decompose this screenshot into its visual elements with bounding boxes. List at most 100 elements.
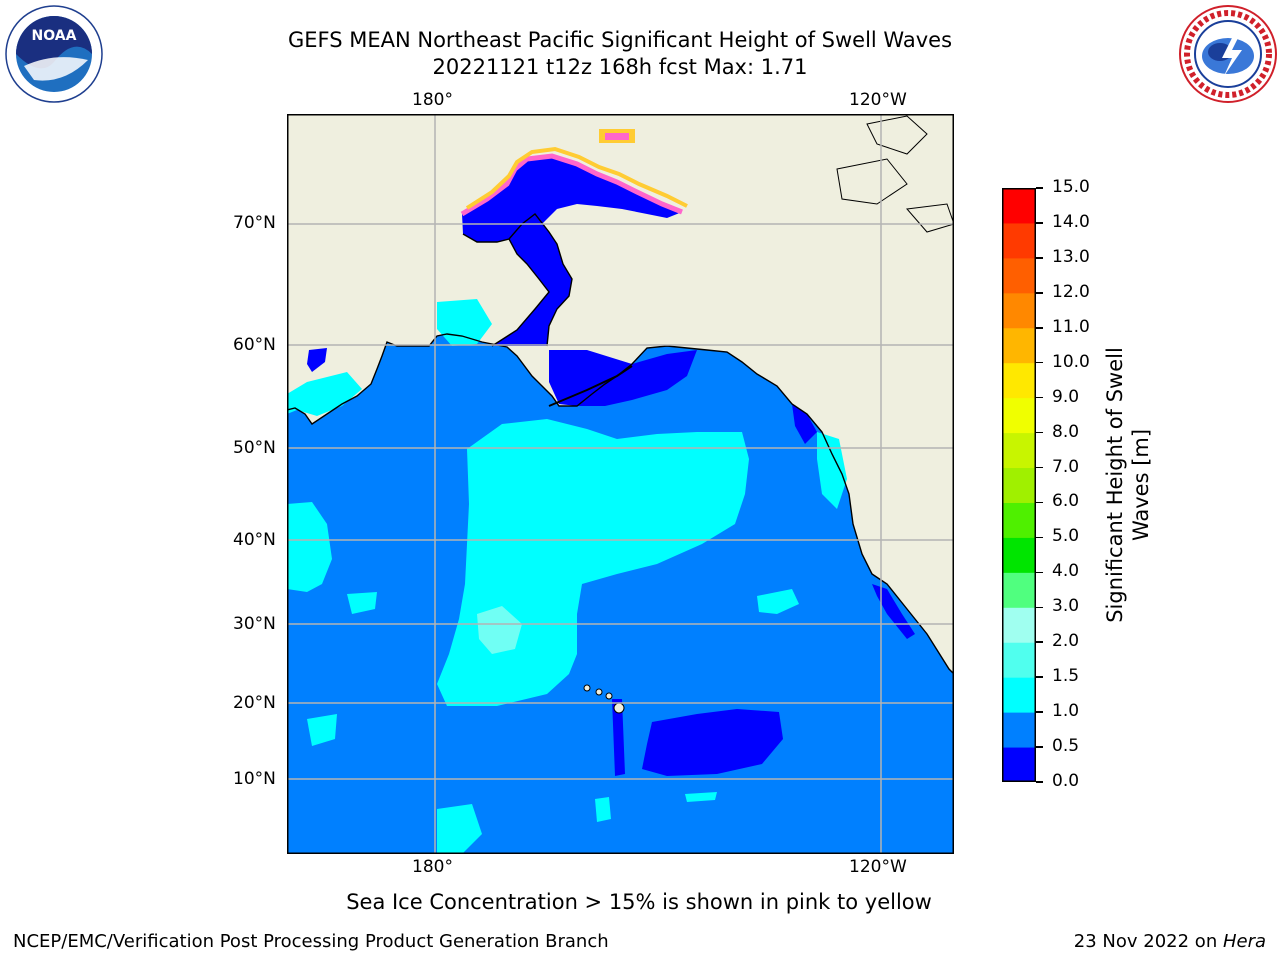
land-north — [287, 114, 954, 674]
colorbar-tick-mark — [1036, 187, 1043, 189]
footer-host: Hera — [1222, 931, 1266, 952]
colorbar-tick-mark — [1036, 501, 1043, 504]
alaska-peninsula — [548, 365, 633, 407]
colorbar-tick-label: 2.0 — [1052, 631, 1080, 652]
colorbar-tick-label: 9.0 — [1052, 386, 1080, 407]
lat-label-20n: 20°N — [233, 693, 276, 713]
colorbar-tick-mark — [1036, 327, 1043, 329]
hawaii-island — [613, 702, 625, 714]
colorbar-tick-mark — [1036, 746, 1043, 748]
colorbar-segment — [1002, 327, 1036, 364]
colorbar-segment — [1002, 222, 1036, 259]
colorbar-tick-mark — [1036, 536, 1043, 539]
arctic-islands — [866, 115, 928, 155]
colorbar-tick-label: 12.0 — [1052, 281, 1090, 302]
nws-logo-icon — [1179, 5, 1277, 103]
colorbar-tick-label: 6.0 — [1052, 491, 1080, 512]
colorbar-label-line2: Waves [m] — [1129, 428, 1153, 542]
colorbar-segment — [1002, 747, 1036, 782]
colorbar-tick-mark — [1036, 361, 1043, 364]
noaa-logo-icon: NOAA — [5, 5, 103, 103]
noaa-logo-text: NOAA — [32, 28, 77, 44]
colorbar-segment — [1002, 502, 1036, 538]
hawaii-island — [605, 692, 613, 700]
ice-edge-yellow — [465, 146, 688, 210]
colorbar-frame — [1002, 188, 1036, 782]
colorbar-tick-label: 4.0 — [1052, 561, 1080, 582]
gulf-alaska-low — [549, 350, 697, 406]
colorbar-tick-mark — [1036, 781, 1043, 783]
colorbar-tick-mark — [1036, 396, 1043, 399]
colorbar-tick-label: 8.0 — [1052, 421, 1080, 442]
colorbar-segment — [1002, 257, 1036, 294]
top-lon-label-120w: 120°W — [849, 90, 907, 110]
coastline — [287, 333, 954, 675]
colorbar-segment — [1002, 188, 1036, 224]
lat-label-30n: 30°N — [233, 614, 276, 634]
lat-label-70n: 70°N — [233, 213, 276, 233]
colorbar-tick-mark — [1036, 292, 1043, 294]
colorbar-tick-label: 14.0 — [1052, 211, 1090, 232]
bottom-lon-label-180: 180° — [412, 857, 453, 877]
colorbar-tick-mark — [1036, 711, 1043, 713]
lat-label-60n: 60°N — [233, 335, 276, 355]
colorbar-segment — [1002, 292, 1036, 329]
colorbar-tick-label: 1.5 — [1052, 666, 1080, 687]
colorbar-tick-label: 7.0 — [1052, 456, 1080, 477]
sea-ice-note: Sea Ice Concentration > 15% is shown in … — [346, 890, 932, 914]
gridlines — [287, 114, 954, 854]
colorbar-tick-mark — [1036, 431, 1043, 434]
chukchi-sea — [462, 156, 682, 242]
colorbar-segment — [1002, 572, 1036, 608]
swell-cyan-patch-s — [437, 804, 482, 854]
chart-title: GEFS MEAN Northeast Pacific Significant … — [287, 28, 953, 52]
swell-cyan-patch-mid — [595, 797, 611, 822]
bottom-lon-label-120w: 120°W — [849, 857, 907, 877]
colorbar-tick-label: 1.0 — [1052, 701, 1080, 722]
map-frame — [287, 114, 954, 854]
colorbar-tick-mark — [1036, 257, 1043, 259]
colorbar-tick-label: 3.0 — [1052, 596, 1080, 617]
colorbar-tick-mark — [1036, 466, 1043, 469]
colorbar-tick-label: 13.0 — [1052, 246, 1090, 267]
swell-cyan-coast-us — [817, 432, 847, 509]
swell-height-map — [287, 114, 954, 854]
swell-cyan-west — [287, 502, 332, 592]
coastline-bering — [491, 213, 573, 347]
colorbar-segment — [1002, 537, 1036, 573]
hawaii-island — [583, 684, 591, 692]
colorbar — [1002, 188, 1036, 782]
swell-light-patch — [477, 606, 522, 654]
colorbar-segment — [1002, 467, 1036, 503]
colorbar-segment — [1002, 642, 1036, 678]
colorbar-tick-label: 11.0 — [1052, 316, 1090, 337]
colorbar-segment — [1002, 677, 1036, 713]
swell-low-hawaii-s — [612, 699, 625, 776]
colorbar-tick-label: 0.5 — [1052, 736, 1080, 757]
coastline-chukchi — [462, 233, 510, 243]
colorbar-segment — [1002, 607, 1036, 643]
footer-date: 23 Nov 2022 on — [1073, 931, 1223, 952]
colorbar-segment — [1002, 432, 1036, 469]
coast-low-west — [307, 348, 327, 372]
colorbar-tick-mark — [1036, 571, 1043, 574]
footer-left: NCEP/EMC/Verification Post Processing Pr… — [13, 931, 609, 952]
colorbar-tick-label: 15.0 — [1052, 177, 1090, 197]
swell-cyan-patch-w — [347, 592, 377, 614]
colorbar-tick-mark — [1036, 606, 1043, 609]
lat-label-50n: 50°N — [233, 438, 276, 458]
lat-label-40n: 40°N — [233, 530, 276, 550]
footer-right: 23 Nov 2022 on Hera — [1074, 931, 1266, 952]
colorbar-label-line1: Significant Height of Swell — [1103, 347, 1127, 623]
coast-low-bc — [792, 404, 817, 444]
arctic-islands — [836, 158, 908, 205]
chart-subtitle: 20221121 t12z 168h fcst Max: 1.71 — [432, 55, 808, 79]
swell-cyan-patch-sw — [307, 714, 337, 746]
swell-low-hawaii-se — [642, 709, 783, 776]
colorbar-segment — [1002, 362, 1036, 399]
swell-cyan-patch-se — [757, 589, 799, 614]
colorbar-tick-label: 0.0 — [1052, 771, 1080, 791]
colorbar-tick-mark — [1036, 676, 1043, 678]
top-lon-label-180: 180° — [412, 90, 453, 110]
swell-low-coast-ca — [872, 584, 915, 639]
